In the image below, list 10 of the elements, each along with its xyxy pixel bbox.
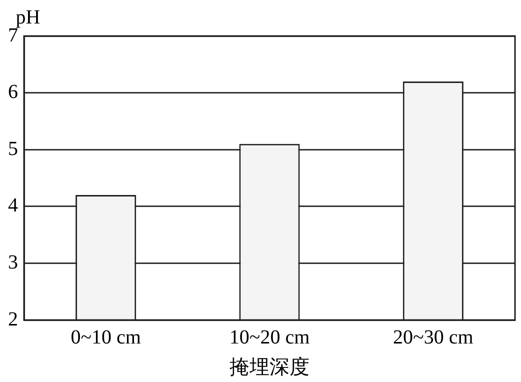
x-tick-label: 20~30 cm bbox=[393, 326, 474, 348]
x-axis-title: 掩埋深度 bbox=[230, 356, 310, 378]
x-tick-label: 10~20 cm bbox=[229, 326, 310, 348]
x-tick-label: 0~10 cm bbox=[70, 326, 142, 348]
y-tick-label: 2 bbox=[8, 308, 18, 330]
y-tick-label: 4 bbox=[8, 194, 18, 217]
y-tick-label: 5 bbox=[8, 138, 18, 160]
y-axis-title: pH bbox=[16, 6, 40, 28]
y-tick-label: 3 bbox=[8, 251, 18, 274]
y-tick-label: 6 bbox=[8, 81, 18, 104]
